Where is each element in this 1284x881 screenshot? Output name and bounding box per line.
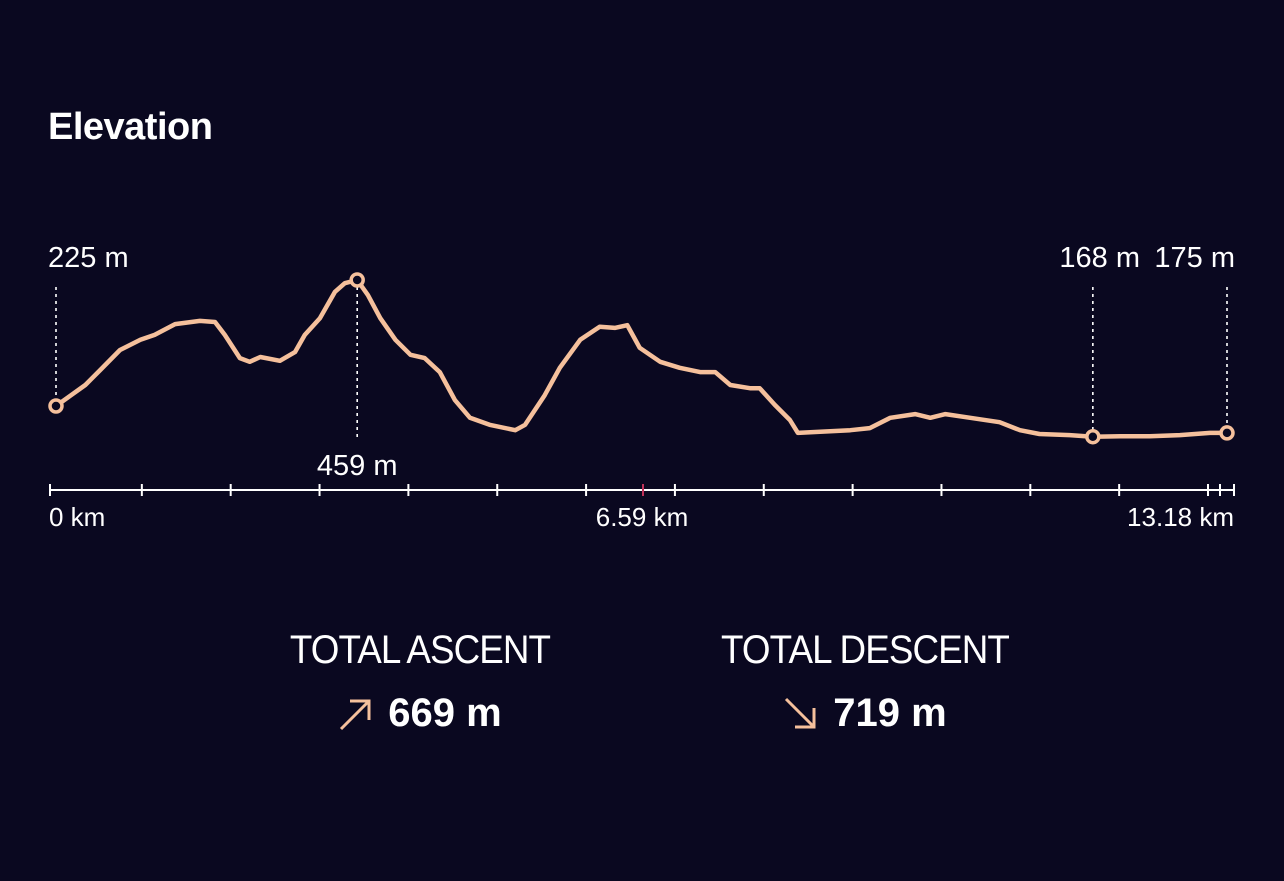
elevation-chart: 0 km 6.59 km 13.18 km 225 m 459 m 168 m 175 m (48, 242, 1235, 532)
total-ascent-label: TOTAL ASCENT (289, 628, 551, 672)
annotation-marker (48, 398, 64, 414)
x-tick-label: 6.59 km (596, 502, 689, 532)
annotation-marker (1085, 428, 1101, 445)
annotation-label: 175 m (1154, 242, 1235, 274)
total-ascent-value: 669 m (388, 691, 502, 735)
annotation-label: 168 m (1059, 242, 1140, 274)
elevation-line (53, 277, 1230, 439)
total-descent: TOTAL DESCENT 719 m (700, 628, 1030, 736)
annotation-marker (349, 272, 365, 288)
arrow-down-right-icon (785, 697, 816, 728)
total-ascent: TOTAL ASCENT 669 m (265, 628, 575, 736)
annotation-label: 225 m (48, 242, 129, 274)
x-tick-label: 13.18 km (1127, 502, 1234, 532)
arrow-up-right-icon (340, 699, 371, 730)
chart-title: Elevation (48, 106, 213, 148)
x-tick-label: 0 km (49, 502, 105, 532)
total-descent-value: 719 m (833, 691, 947, 735)
annotation-marker (1219, 425, 1235, 441)
total-descent-label: TOTAL DESCENT (721, 628, 1010, 672)
annotation-label: 459 m (317, 450, 398, 482)
